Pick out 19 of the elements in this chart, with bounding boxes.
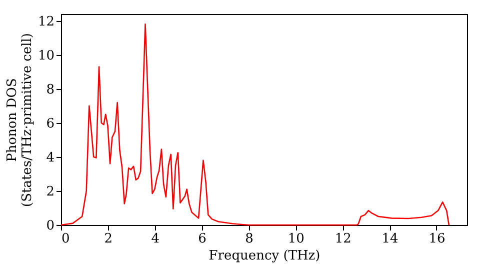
x-tick-label: 14 xyxy=(382,232,398,246)
x-tick-label: 12 xyxy=(334,232,352,246)
y-axis-title: Phonon DOS (States/THz·primitive cell) xyxy=(4,32,35,208)
y-tick-label: 6 xyxy=(46,116,54,132)
x-tick-label: 6 xyxy=(198,232,206,246)
y-tick-label: 8 xyxy=(46,82,54,98)
y-tick-label: 10 xyxy=(38,48,54,64)
x-tick-label: 0 xyxy=(62,232,70,246)
x-axis-title: Frequency (THz) xyxy=(208,248,320,264)
y-tick-label: 4 xyxy=(46,150,54,166)
y-tick-label: 2 xyxy=(46,184,54,200)
x-tick-label: 8 xyxy=(245,232,254,246)
line-series xyxy=(60,24,450,226)
x-tick-label: 4 xyxy=(151,232,160,246)
y-tick-label: 12 xyxy=(38,14,54,30)
y-tick-label: 0 xyxy=(46,218,54,234)
x-tick-label: 10 xyxy=(288,232,304,246)
x-tick-label: 2 xyxy=(104,232,113,246)
x-tick-label: 16 xyxy=(428,232,446,246)
